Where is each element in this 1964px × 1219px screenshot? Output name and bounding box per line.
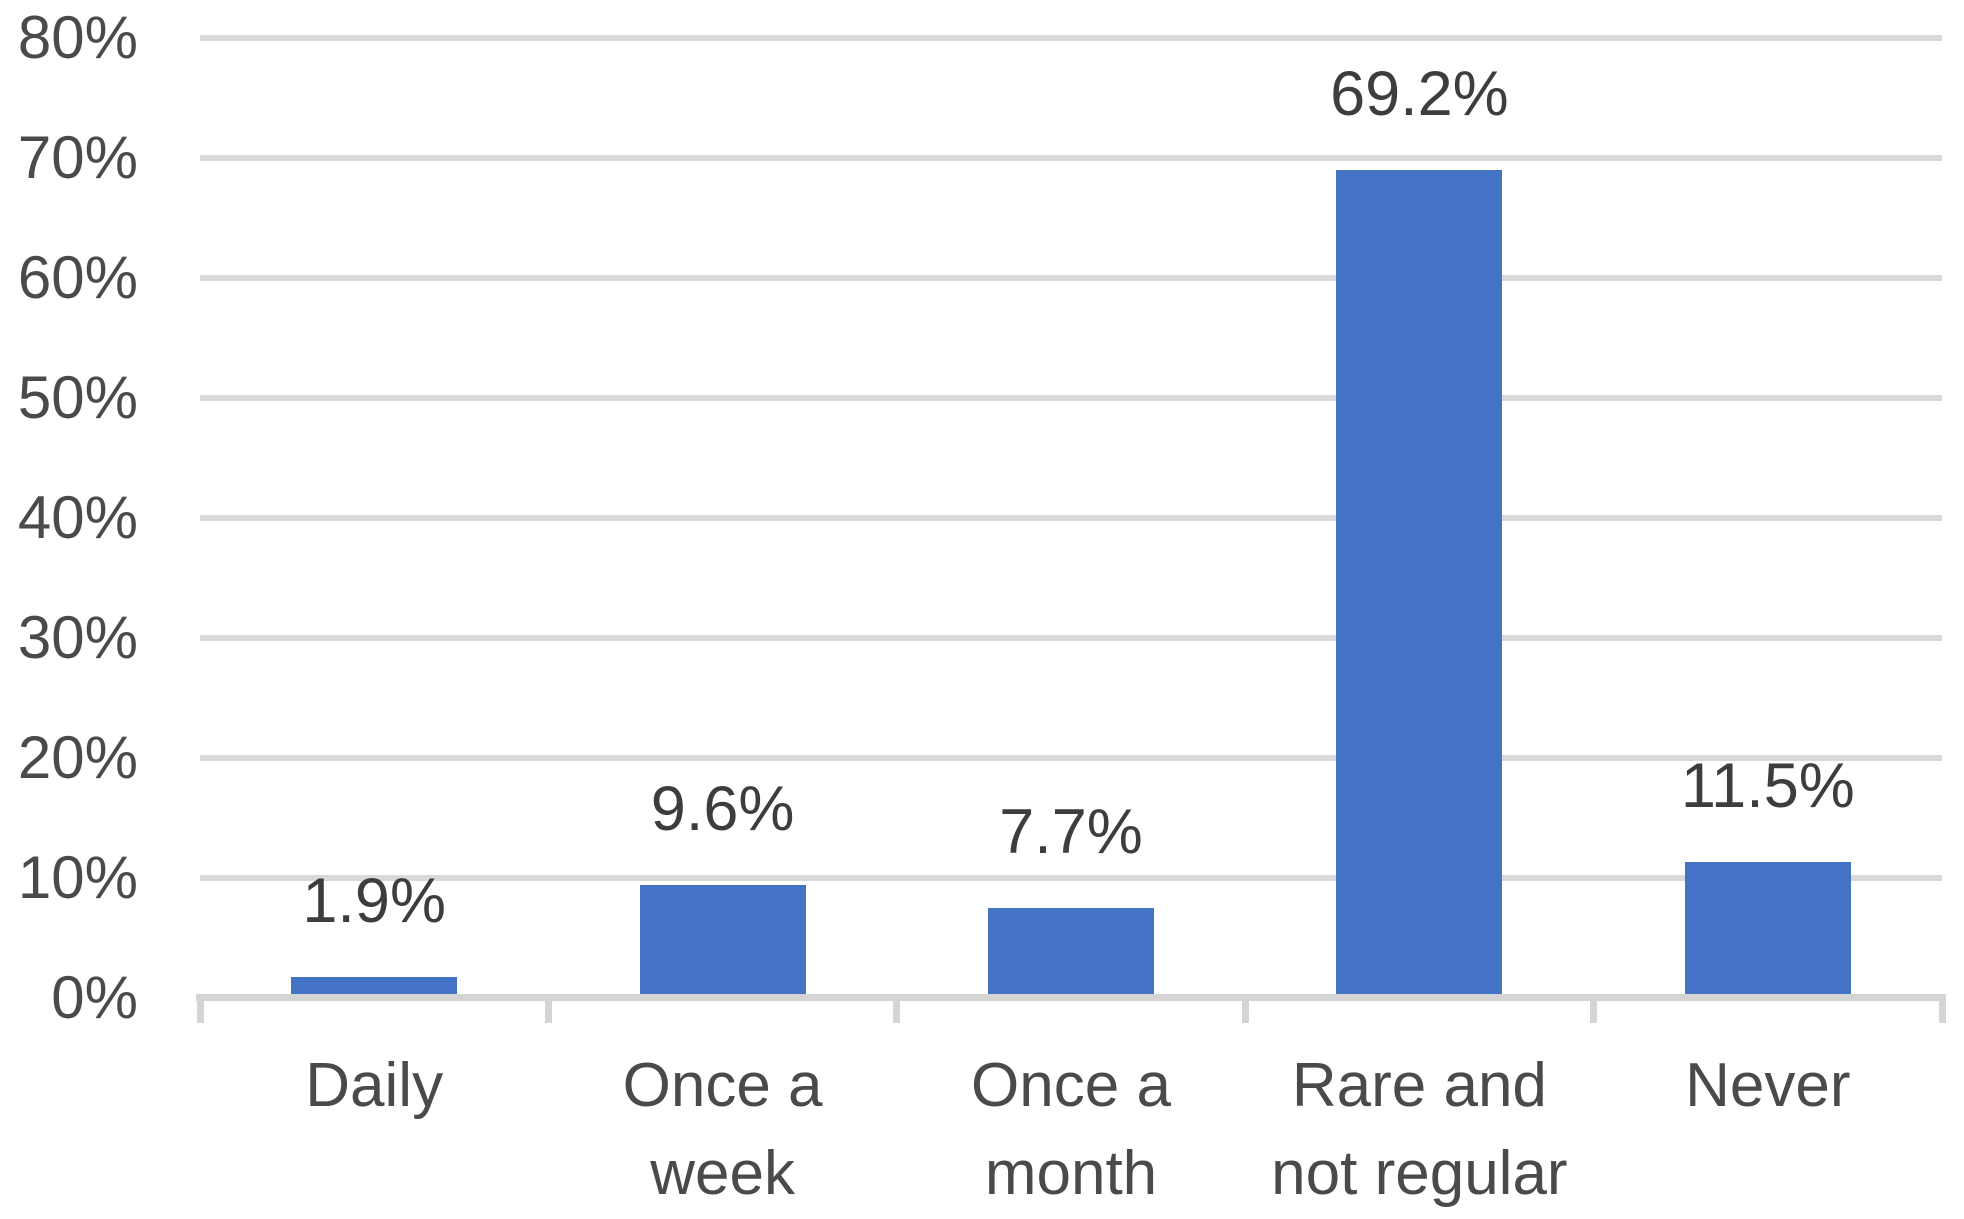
y-axis-tick-label-30-: 30%: [17, 604, 138, 671]
bar-once-a-week: [639, 884, 806, 1000]
gridline-20pct: [200, 755, 1942, 761]
data-label-never: 11.5%: [1680, 751, 1855, 821]
x-axis-category-label-never: Never: [1685, 1051, 1851, 1120]
x-axis-tick-mark: [893, 994, 901, 1023]
x-axis-tick-mark: [1938, 994, 1946, 1023]
y-axis-tick-label-0-: 0%: [51, 964, 138, 1031]
bar-once-a-month: [988, 907, 1154, 1000]
x-axis-line: [196, 994, 1946, 1001]
y-axis-tick-label-40-: 40%: [17, 484, 138, 551]
gridline-30pct: [200, 635, 1942, 641]
gridline-70pct: [200, 155, 1942, 161]
y-axis-tick-label-70-: 70%: [17, 124, 138, 191]
gridline-50pct: [200, 395, 1942, 401]
gridline-80pct: [200, 35, 1942, 41]
gridline-40pct: [200, 515, 1942, 521]
gridline-10pct: [200, 875, 1942, 881]
data-label-rare-and-not-regular: 69.2%: [1330, 58, 1509, 129]
x-axis-category-label-daily: Daily: [305, 1051, 444, 1120]
gridline-60pct: [200, 275, 1942, 281]
data-label-daily: 1.9%: [302, 866, 446, 937]
y-axis-tick-label-80-: 80%: [17, 4, 138, 71]
y-axis-tick-label-50-: 50%: [17, 364, 138, 431]
bar-rare-and-not-regular: [1336, 169, 1503, 1000]
x-axis-tick-mark: [544, 994, 552, 1023]
x-axis-tick-mark: [1590, 994, 1598, 1023]
x-axis-category-label-rare-and-not-regular: Rare and not regular: [1271, 1051, 1568, 1208]
y-axis-tick-label-10-: 10%: [17, 844, 138, 911]
y-axis-tick-label-20-: 20%: [17, 724, 138, 791]
x-axis-category-label-once-a-month: Once a month: [971, 1051, 1171, 1208]
x-axis-tick-mark: [196, 994, 204, 1023]
data-label-once-a-month: 7.7%: [999, 796, 1143, 867]
y-axis-tick-label-60-: 60%: [17, 244, 138, 311]
bar-never: [1684, 862, 1851, 1000]
data-label-once-a-week: 9.6%: [650, 773, 795, 844]
x-axis-category-label-once-a-week: Once a week: [622, 1051, 823, 1208]
x-axis-tick-mark: [1241, 994, 1249, 1023]
